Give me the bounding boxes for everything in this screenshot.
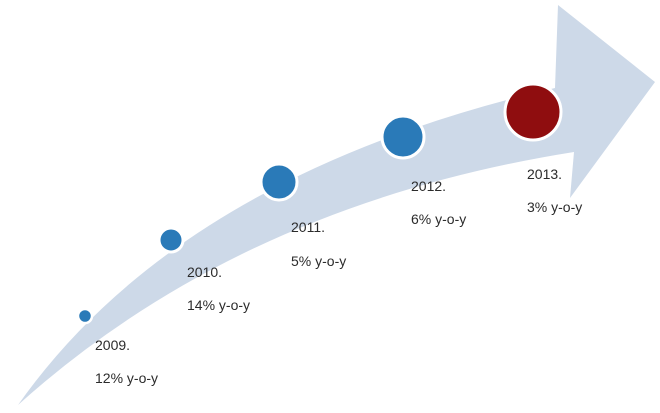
milestone-year-2013: 2013.: [527, 166, 563, 182]
curved-arrow: [18, 5, 655, 405]
milestone-growth-2009: 12% y-o-y: [95, 370, 159, 386]
dot-2011: [259, 162, 299, 202]
milestone-year-2011: 2011.: [291, 219, 325, 235]
dot-2009: [76, 307, 94, 325]
dot-2013: [503, 82, 563, 142]
milestone-year-2009: 2009.: [95, 337, 131, 353]
milestone-growth-2010: 14% y-o-y: [187, 297, 251, 313]
milestone-growth-2011: 5% y-o-y: [291, 253, 347, 269]
milestone-growth-2013: 3% y-o-y: [527, 199, 583, 215]
milestone-year-2010: 2010.: [187, 264, 223, 280]
dot-2012: [380, 114, 426, 160]
milestone-growth-2012: 6% y-o-y: [411, 211, 467, 227]
milestone-year-2012: 2012.: [411, 178, 447, 194]
dot-2010: [157, 226, 185, 254]
milestone-dots: [76, 82, 563, 325]
